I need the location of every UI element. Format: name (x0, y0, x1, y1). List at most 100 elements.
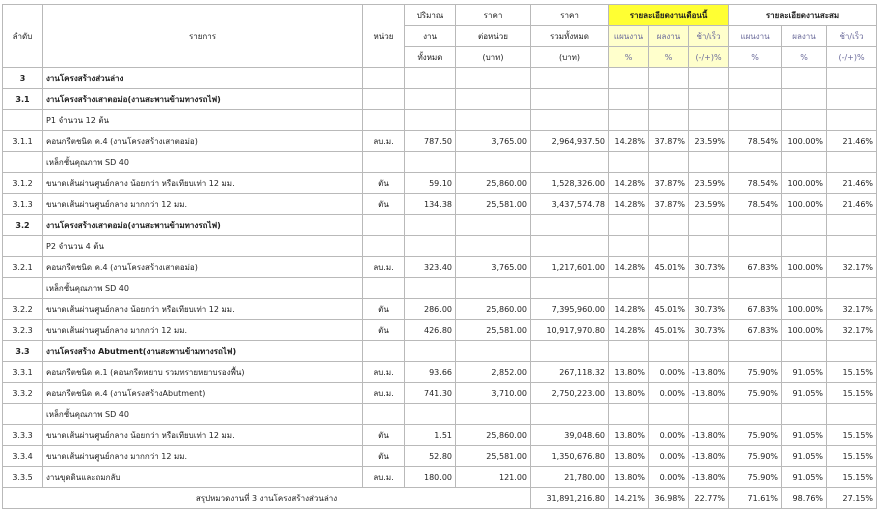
table-cell (455, 67, 531, 89)
table-cell: ลบ.ม. (362, 256, 405, 278)
subheader-cell: % (728, 46, 783, 68)
table-cell: 2,852.00 (455, 361, 531, 383)
table-cell (687, 235, 730, 257)
table-cell: 59.10 (404, 172, 456, 194)
table-cell (728, 403, 783, 425)
table-cell: 3.3.2 (2, 382, 43, 404)
table-cell: ตัน (362, 193, 405, 215)
table-cell: 32.17% (826, 319, 878, 341)
table-cell: งานขุดดินและถมกลับ (42, 466, 363, 488)
table-cell: 78.54% (728, 130, 783, 152)
table-cell (404, 403, 456, 425)
table-cell: 3.1.2 (2, 172, 43, 194)
table-cell: 78.54% (728, 193, 783, 215)
table-cell: 0.00% (648, 361, 689, 383)
table-row: 3.1.2 ขนาดเส้นผ่านศูนย์กลาง น้อยกว่า หรือ… (2, 172, 878, 194)
table-cell: 21.46% (826, 193, 878, 215)
progress-table: ลำดับ รายการ หน่วย ปริมาณ ราคา ราคา รายละเอียด… (2, 4, 878, 509)
table-cell (362, 67, 405, 89)
table-cell (826, 67, 878, 89)
table-cell: ตัน (362, 445, 405, 467)
table-cell: 100.00% (781, 256, 828, 278)
table-cell: P2 จำนวน 4 ต้น (42, 235, 363, 257)
table-cell: 3.2.3 (2, 319, 43, 341)
table-cell: 3.2.1 (2, 256, 43, 278)
table-cell: 30.73% (687, 256, 730, 278)
table-cell: ขนาดเส้นผ่านศูนย์กลาง น้อยกว่า หรือเทียบ… (42, 172, 363, 194)
summary-percent: 22.77% (687, 487, 730, 509)
header-cell: รวมทั้งหมด (530, 25, 609, 47)
table-cell: 2,964,937.50 (530, 130, 609, 152)
table-cell (455, 214, 531, 236)
table-row: 3.3.1 คอนกรีตชนิด ค.1 (คอนกรีตหยาบ รวมทรา… (2, 361, 878, 383)
table-cell (648, 403, 689, 425)
table-cell (728, 277, 783, 299)
table-cell (728, 109, 783, 131)
table-cell (530, 340, 609, 362)
table-cell: 67.83% (728, 319, 783, 341)
table-row: 3.2 งานโครงสร้างเสาตอม่อ(งานสะพานข้ามทางร… (2, 214, 878, 236)
subheader-cell: ช้า/เร็ว (687, 25, 730, 47)
table-cell (362, 88, 405, 110)
table-cell: 787.50 (404, 130, 456, 152)
table-summary: สรุปหมวดงานที่ 3 งานโครงสร้างส่วนล่าง 31,… (2, 487, 878, 509)
table-row: 3.2.3 ขนาดเส้นผ่านศูนย์กลาง มากกว่า 12 มม… (2, 319, 878, 341)
table-row: P2 จำนวน 4 ต้น (2, 235, 878, 257)
table-cell (648, 214, 689, 236)
table-cell: 3,765.00 (455, 256, 531, 278)
table-cell: 286.00 (404, 298, 456, 320)
table-cell (826, 277, 878, 299)
table-cell: 30.73% (687, 319, 730, 341)
table-cell (608, 235, 649, 257)
table-cell (687, 214, 730, 236)
table-cell (728, 88, 783, 110)
table-cell (530, 403, 609, 425)
table-cell: 7,395,960.00 (530, 298, 609, 320)
table-cell (404, 340, 456, 362)
table-cell (530, 67, 609, 89)
table-cell (826, 88, 878, 110)
table-cell (362, 277, 405, 299)
table-cell (404, 88, 456, 110)
table-cell (404, 151, 456, 173)
subheader-cell: แผนงาน (608, 25, 649, 47)
table-cell: 37.87% (648, 130, 689, 152)
table-cell: 23.59% (687, 130, 730, 152)
table-cell (362, 340, 405, 362)
table-cell: 3 (2, 67, 43, 89)
table-cell (608, 67, 649, 89)
table-cell: 75.90% (728, 445, 783, 467)
table-cell (455, 151, 531, 173)
subheader-cell: ผลงาน (781, 25, 828, 47)
table-cell (781, 151, 828, 173)
table-cell: -13.80% (687, 424, 730, 446)
table-cell: ขนาดเส้นผ่านศูนย์กลาง มากกว่า 12 มม. (42, 445, 363, 467)
table-cell: 13.80% (608, 382, 649, 404)
table-cell (648, 235, 689, 257)
table-cell: 13.80% (608, 445, 649, 467)
header-cell: รายการ (42, 4, 363, 68)
table-cell: 0.00% (648, 382, 689, 404)
table-cell (455, 340, 531, 362)
table-cell (728, 151, 783, 173)
table-cell (362, 109, 405, 131)
table-cell (648, 67, 689, 89)
subheader-cell: ช้า/เร็ว (826, 25, 878, 47)
table-cell (530, 214, 609, 236)
table-cell: งานโครงสร้าง Abutment(งานสะพานข้ามทางรถไ… (42, 340, 363, 362)
table-cell: -13.80% (687, 466, 730, 488)
table-cell: 14.28% (608, 130, 649, 152)
table-cell: 93.66 (404, 361, 456, 383)
table-cell (362, 214, 405, 236)
summary-percent: 14.21% (608, 487, 649, 509)
subheader-cell: แผนงาน (728, 25, 783, 47)
table-row: P1 จำนวน 12 ต้น (2, 109, 878, 131)
table-cell: 15.15% (826, 445, 878, 467)
table-cell: 100.00% (781, 172, 828, 194)
table-cell (687, 151, 730, 173)
table-cell (781, 340, 828, 362)
table-cell: ลบ.ม. (362, 382, 405, 404)
table-cell: ลบ.ม. (362, 361, 405, 383)
table-cell: งานโครงสร้างส่วนล่าง (42, 67, 363, 89)
table-cell: 267,118.32 (530, 361, 609, 383)
